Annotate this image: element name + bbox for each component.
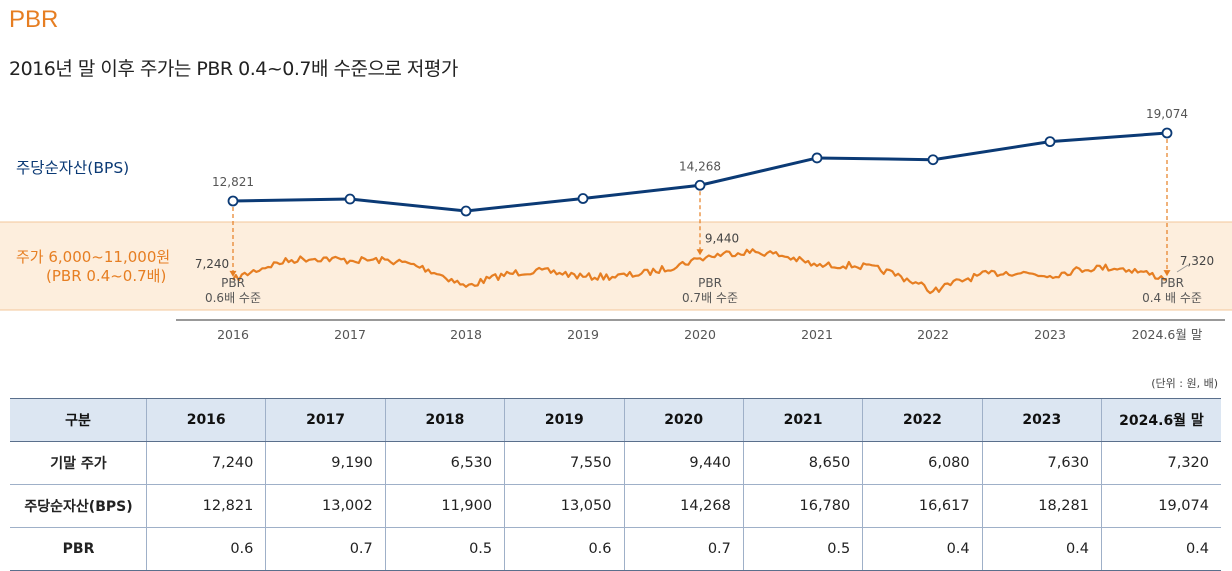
row-label: PBR: [10, 527, 147, 571]
bps-point: [577, 193, 589, 204]
table-header-cell: 2021: [742, 398, 863, 442]
table-cell: 6,080: [862, 441, 983, 485]
table-header-cell: 2019: [504, 398, 624, 442]
table-cell: 19,074: [1101, 484, 1221, 528]
table-cell: 14,268: [623, 484, 744, 528]
table-cell: 9,440: [623, 441, 744, 485]
table-cell: 7,320: [1101, 441, 1221, 485]
bps-point: [1044, 136, 1056, 148]
x-tick-label: 2019: [567, 327, 599, 342]
x-tick-label: 2020: [684, 327, 716, 342]
page-title: PBR: [9, 6, 59, 33]
table-cell: 8,650: [742, 441, 863, 485]
price-label-leader: [1176, 264, 1189, 273]
table-row: 기말 주가 7,240 9,190 6,530 7,550 9,440 8,65…: [10, 441, 1221, 485]
annotation-arrow: [696, 249, 704, 256]
bps-point: [460, 205, 472, 217]
table-header-cell: 2017: [265, 398, 386, 442]
table-cell: 0.4: [862, 527, 983, 571]
x-tick-label: 2017: [334, 327, 366, 342]
unit-note: (단위 : 원, 배): [1151, 377, 1218, 390]
annotation-arrow: [1163, 270, 1171, 277]
price-data-label: 7,320: [1180, 254, 1214, 268]
table-cell: 12,821: [145, 484, 266, 528]
row-label: 기말 주가: [10, 441, 147, 485]
price-series-label-line1: 주가 6,000~11,000원: [16, 248, 170, 266]
table-cell: 0.7: [623, 527, 744, 571]
bps-point: [227, 195, 239, 207]
x-tick-label: 2016: [217, 327, 249, 342]
bps-point: [811, 152, 823, 164]
table-cell: 11,900: [384, 484, 505, 528]
table-row: PBR 0.6 0.7 0.5 0.6 0.7 0.5 0.4 0.4 0.4: [10, 527, 1221, 571]
x-tick-label: 2023: [1034, 327, 1066, 342]
x-tick-label: 2022: [917, 327, 949, 342]
table-cell: 0.4: [1101, 527, 1221, 571]
pbr-annotation-line1: PBR: [1160, 276, 1184, 290]
pbr-annotation-line2: 0.4 배 수준: [1142, 291, 1202, 305]
table-cell: 7,630: [981, 441, 1102, 485]
bps-data-label: 19,074: [1146, 107, 1188, 121]
bps-data-label: 12,821: [212, 175, 254, 189]
table-cell: 13,050: [504, 484, 624, 528]
table-header-cell: 2016: [145, 398, 266, 442]
table-header-cell: 2020: [623, 398, 744, 442]
price-data-label: 7,240: [195, 257, 229, 271]
table-cell: 18,281: [981, 484, 1102, 528]
annotation-arrow: [229, 270, 237, 277]
table-cell: 0.7: [265, 527, 386, 571]
table-header-label: 구분: [10, 398, 147, 442]
table-cell: 16,780: [742, 484, 863, 528]
x-tick-label: 2024.6월 말: [1132, 327, 1203, 342]
x-tick-label: 2021: [801, 327, 833, 342]
table-cell: 16,617: [862, 484, 983, 528]
bps-point: [694, 179, 706, 191]
bps-point: [344, 193, 356, 205]
bps-data-label: 14,268: [679, 159, 721, 173]
table-header-cell: 2024.6월 말: [1101, 398, 1221, 442]
pbr-chart: 주당순자산(BPS) 주가 6,000~11,000원(PBR 0.4~0.7배)…: [0, 107, 1232, 342]
table-row: 주당순자산(BPS) 12,821 13,002 11,900 13,050 1…: [10, 484, 1221, 528]
table-cell: 6,530: [384, 441, 505, 485]
bps-point: [927, 154, 939, 166]
table-cell: 0.6: [504, 527, 624, 571]
table-cell: 7,240: [145, 441, 266, 485]
table-cell: 0.5: [384, 527, 505, 571]
table-header-row: 구분 2016 2017 2018 2019 2020 2021 2022 20…: [10, 398, 1221, 442]
price-band: [0, 222, 1232, 310]
pbr-annotation-line2: 0.6배 수준: [205, 291, 261, 305]
x-tick-label: 2018: [450, 327, 482, 342]
pbr-annotation-line1: PBR: [221, 276, 245, 290]
bps-series-label: 주당순자산(BPS): [16, 159, 129, 177]
table-cell: 0.6: [145, 527, 266, 571]
table-header-cell: 2022: [862, 398, 983, 442]
page-subtitle: 2016년 말 이후 주가는 PBR 0.4~0.7배 수준으로 저평가: [9, 58, 458, 80]
pbr-annotation-line2: 0.7배 수준: [682, 291, 738, 305]
bps-point: [1161, 127, 1173, 139]
pbr-annotation-line1: PBR: [698, 276, 722, 290]
table-cell: 13,002: [265, 484, 386, 528]
price-data-label: 9,440: [705, 231, 739, 245]
price-line: [232, 248, 1168, 295]
table-cell: 0.5: [742, 527, 863, 571]
table-header-cell: 2018: [384, 398, 505, 442]
data-table: 구분 2016 2017 2018 2019 2020 2021 2022 20…: [10, 398, 1221, 571]
table-cell: 0.4: [981, 527, 1102, 571]
table-header-cell: 2023: [981, 398, 1102, 442]
table-cell: 9,190: [265, 441, 386, 485]
price-series-label-line2: (PBR 0.4~0.7배): [46, 267, 166, 285]
row-label: 주당순자산(BPS): [10, 484, 147, 528]
table-cell: 7,550: [504, 441, 624, 485]
